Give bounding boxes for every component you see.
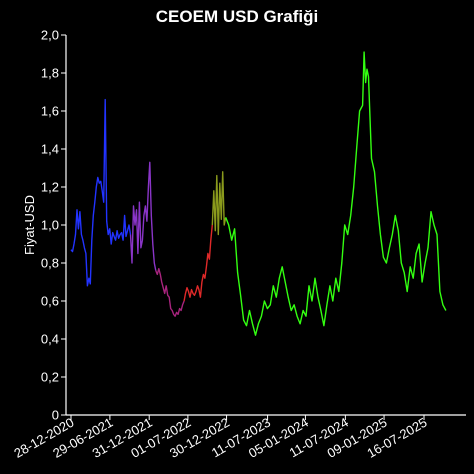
series-line-2: [129, 161, 157, 271]
y-tick-label: 1,2: [41, 180, 59, 195]
y-tick-label: 0,6: [41, 294, 59, 309]
series-line-5: [211, 171, 227, 236]
series-line-1: [70, 98, 132, 287]
y-tick-label: 0,8: [41, 256, 59, 271]
series-line-4: [183, 224, 213, 302]
y-tick-label: 0,4: [41, 332, 59, 347]
series-line-6: [225, 51, 447, 336]
series-line-3: [155, 268, 185, 317]
y-tick-label: 1,0: [41, 218, 59, 233]
y-tick-label: 1,4: [41, 142, 59, 157]
series-group: [70, 51, 447, 336]
y-tick-label: 2,0: [41, 28, 59, 43]
chart-title: CEOEM USD Grafiği: [156, 7, 318, 26]
y-tick-label: 1,6: [41, 104, 59, 119]
y-tick-label: 0: [52, 408, 59, 423]
y-tick-label: 0,2: [41, 370, 59, 385]
y-tick-label: 1,8: [41, 66, 59, 81]
y-tick-group: 0 0,2 0,4 0,6 0,8 1,0 1,2 1,4 1,6 1,8 2,0: [41, 28, 66, 423]
y-axis-label: Fiyat-USD: [22, 195, 37, 255]
